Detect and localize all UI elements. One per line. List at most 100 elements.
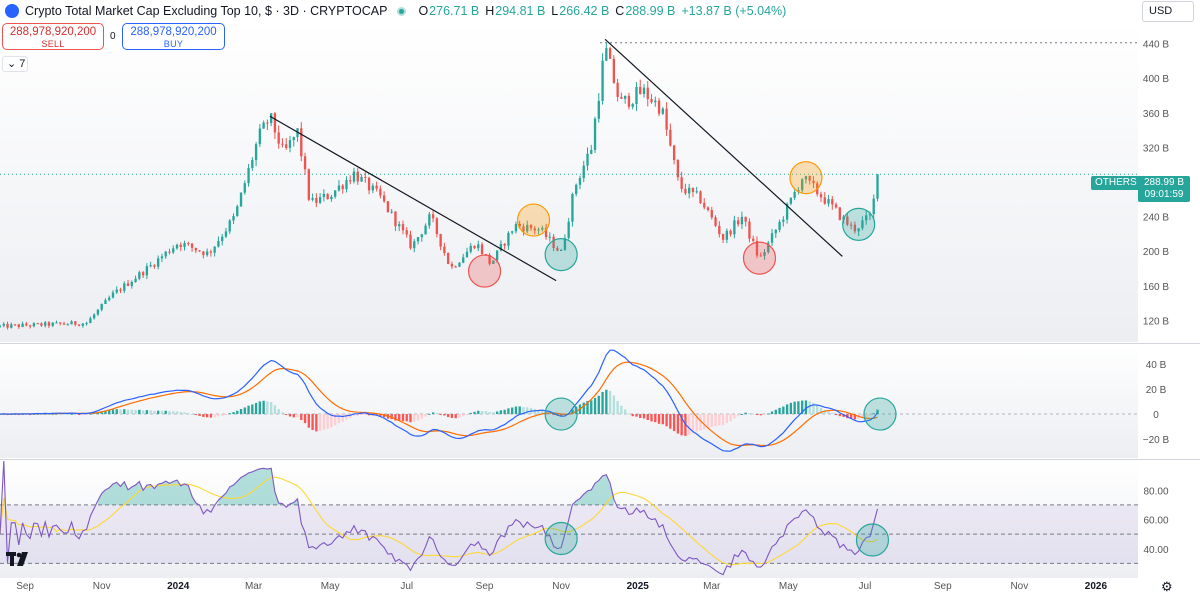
change-value: +13.87 B (+5.04%) [681,4,787,18]
candle-body [642,87,646,94]
rsi-line [0,460,879,576]
macd-histogram-bar [552,414,555,416]
candle-body [375,185,378,189]
macd-highlight-circle-0 [544,397,578,431]
macd-histogram-bar [409,414,412,423]
macd-histogram-bar [334,414,337,426]
candle-body [646,87,649,99]
candle-body [281,143,284,145]
macd-histogram-bar [202,414,205,417]
candle-body [2,323,5,326]
candle-body [793,192,796,198]
time-axis-label-5: Jul [400,581,413,592]
macd-histogram-bar [239,409,243,415]
symbol-title[interactable]: Crypto Total Market Cap Excluding Top 10… [25,4,388,18]
macd-histogram-bar [503,409,506,415]
candle-body [473,245,476,249]
macd-histogram-bar [454,414,457,419]
macd-histogram-bar [804,400,808,415]
buy-button[interactable]: 288,978,920,200 BUY [122,23,225,50]
macd-histogram-bar [586,400,589,415]
candle-body [541,227,544,230]
open-label: O [418,4,429,18]
candle-body [744,216,747,222]
rsi-overbought-fill [97,480,196,505]
candle-body [266,122,269,124]
macd-histogram-bar [770,411,774,415]
candle-body [149,265,152,267]
candle-body [36,323,39,325]
candle-body [680,177,683,189]
macd-histogram-bar [330,414,333,428]
price-highlight-circle-1 [516,203,551,237]
candle-body [175,244,179,249]
macd-histogram-bar [495,411,499,415]
candle-body [635,86,638,104]
price-highlight-circle-2 [544,238,578,272]
candle-body [179,244,182,247]
macd-histogram-bar [243,407,246,415]
time-axis-label-7: Nov [552,581,570,592]
currency-select[interactable]: USD [1142,1,1194,22]
candle-body [32,323,36,327]
candle-body [676,160,680,178]
candle-body [205,251,209,256]
macd-histogram-bar [269,402,273,415]
price-axis-label-7: 160 B [1143,282,1169,293]
macd-histogram-bar [511,407,514,415]
close-label: C [615,4,625,18]
macd-histogram-bar [247,405,250,415]
candle-body [66,324,69,326]
macd-histogram-bar [748,413,751,415]
tradingview-logo-icon[interactable] [6,552,32,566]
candle-body [857,228,860,232]
spread-value: 0 [110,31,116,42]
macd-axis-label-3: −20 B [1143,435,1170,446]
buy-price: 288,978,920,200 [130,26,217,38]
macd-histogram-bar [292,414,295,418]
trendline-0 [269,115,557,282]
macd-histogram-bar [744,412,747,415]
macd-histogram-bar [439,414,442,416]
macd-histogram-bar [89,413,92,415]
indicators-collapse-button[interactable]: ⌄ 7 [2,56,28,72]
candle-body [639,86,642,94]
macd-histogram-bar [198,414,201,416]
low-value: 266.42 B [559,4,610,18]
macd-histogram-bar [431,412,435,415]
macd-histogram-bar [627,413,631,415]
macd-histogram-bar [285,414,288,416]
macd-histogram-bar [608,390,612,415]
sell-button[interactable]: 288,978,920,200 SELL [2,23,104,50]
macd-histogram-bar [345,414,348,420]
candle-body [714,217,717,226]
candle-body [44,322,47,326]
macd-histogram-bar [326,414,329,429]
macd-histogram-bar [183,412,186,415]
low-label: L [551,4,559,18]
candle-body [126,283,130,286]
candle-body [627,95,631,107]
macd-histogram-bar [401,414,405,422]
macd-histogram-bar [428,413,431,415]
last-price-value: 288.99 B [1143,177,1185,188]
candle-body [108,297,111,301]
candle-body [92,314,96,319]
candle-body [484,253,487,255]
candle-body [243,183,246,193]
candle-body [367,177,371,191]
macd-histogram-bar [706,414,710,428]
candle-body [431,214,435,219]
candle-body [488,254,491,264]
market-status-icon [397,6,407,16]
candle-body [318,197,322,203]
candle-body [213,246,216,253]
candle-body [62,323,66,325]
candle-body [446,253,450,264]
candle-body [153,265,156,267]
candle-body [552,236,555,249]
candle-body [341,185,344,190]
candle-body [733,220,736,235]
gear-icon[interactable]: ⚙ [1161,579,1173,594]
